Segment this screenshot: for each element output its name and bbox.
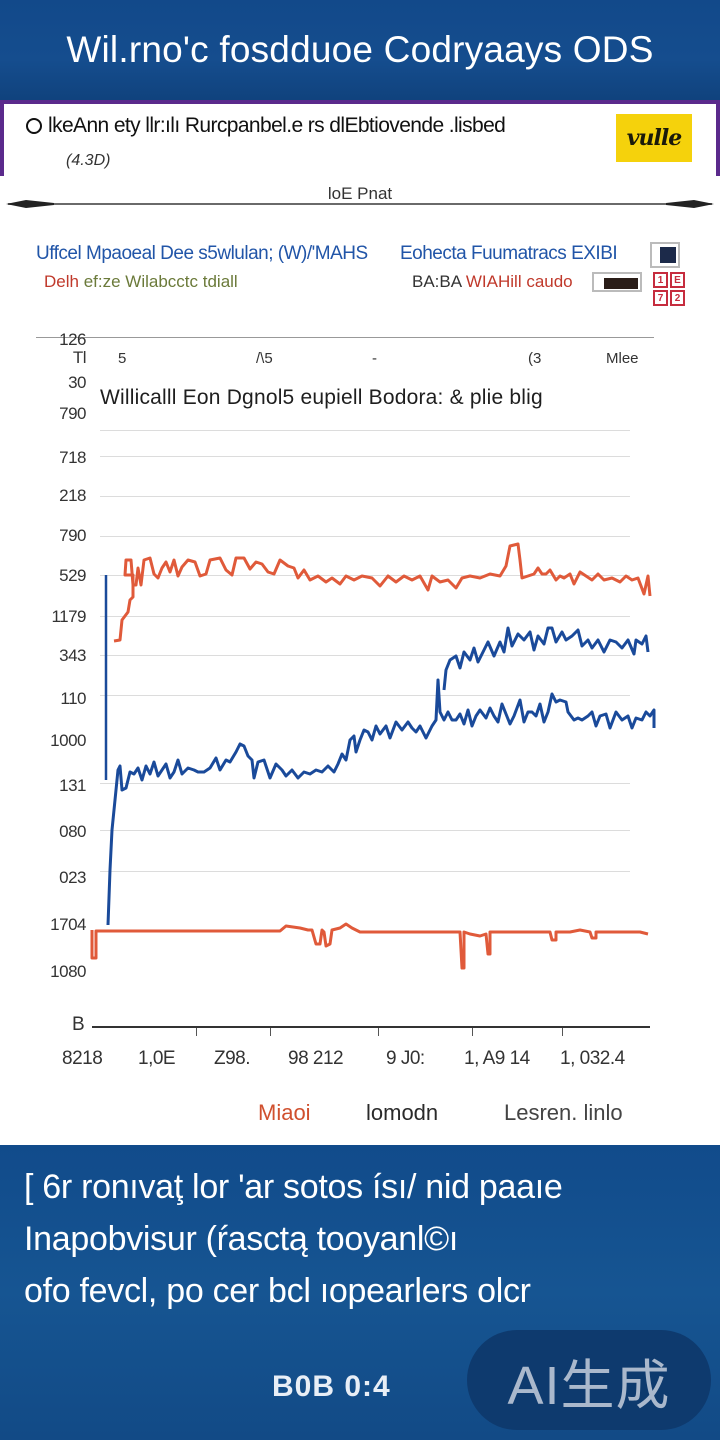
gridline (100, 430, 630, 431)
footer-code: B0B 0:4 (272, 1370, 391, 1403)
red-box: 1 (653, 272, 668, 288)
series-line-lomodn-upper (442, 626, 650, 691)
info-olive-label: ef:ze Wilabcctc tdiall (83, 272, 238, 291)
y-tick-label: 131 (59, 776, 86, 795)
red-box-grid: 1 E 7 2 (653, 272, 685, 306)
series-line-lomodn (106, 678, 656, 926)
y-tick-label: 718 (59, 448, 86, 467)
x-tick-label: Z98. (214, 1048, 251, 1069)
x-tick-label: 1,0E (138, 1048, 176, 1069)
y-tick-label: 126 (59, 330, 86, 349)
header-banner: Wil.rno'c fosdduoe Codryaays ODS (0, 0, 720, 100)
brand-logo: vulle (616, 114, 692, 162)
red-box: E (670, 272, 685, 288)
top-axis-label: (3 (528, 350, 542, 367)
footer-text-line: Inapobvisur (ŕasctą tooyanl©ı (24, 1220, 459, 1258)
gridline (100, 616, 630, 617)
info-red-label-right: WIAHill caudo (465, 272, 573, 291)
gridline (100, 871, 630, 872)
x-tick-label: 8218 (62, 1048, 103, 1069)
footer-text-line: [ 6r ronıvaţ lor 'ar sotos ísı/ nid paaı… (24, 1168, 563, 1206)
info-subheader-left: Delh ef:ze Wilabcctc tdiall (44, 272, 238, 292)
gridline (100, 456, 630, 457)
legend-item-lomodn[interactable]: lomodn (366, 1100, 439, 1125)
footer-text-line: ofo fevcl, po cer bcl ıopearlers olcr (24, 1272, 531, 1310)
y-tick-label: 218 (59, 486, 86, 505)
top-axis-label: - (372, 350, 377, 367)
info-subheader-right: BA:BA WIAHill caudo (412, 272, 573, 292)
y-tick-label: 529 (59, 566, 86, 585)
gridline (100, 830, 630, 831)
gridline (100, 783, 630, 784)
divider-label-text: loE Pnat (321, 184, 399, 203)
divider-line (8, 203, 712, 205)
chart-title: Willicalll Eon Dgnol5 eupiell Bodora: & … (100, 386, 543, 409)
x-tick-label: 1, A9 14 (464, 1048, 530, 1069)
divider-label: loE Pnat (0, 184, 720, 204)
x-axis-tick (562, 1028, 563, 1036)
page-title: Wil.rno'c fosdduoe Codryaays ODS (66, 29, 654, 70)
top-axis-label: Mlee (606, 350, 639, 367)
y-tick-label: 1080 (50, 962, 86, 981)
gridline (100, 536, 630, 537)
subtitle-line: lkeAnn ety llr:ılı Rurcpanbel.e rs dlEbt… (26, 114, 506, 138)
subtitle-sub-value: (4.3D) (66, 152, 111, 169)
gridline (100, 655, 630, 656)
top-axis-label: /\5 (256, 350, 273, 367)
device-screen-icon (592, 272, 642, 292)
x-tick-label: 98 212 (288, 1048, 344, 1069)
y-tick-label: 1000 (50, 731, 86, 750)
monitor-icon (650, 242, 680, 268)
y-tick-label: 110 (60, 689, 86, 708)
ai-generated-badge: AI生成 (467, 1330, 711, 1430)
red-box: 2 (670, 290, 685, 306)
info-dark-label: BA:BA (412, 272, 462, 291)
legend-item-miaoi[interactable]: Miaoi (258, 1100, 311, 1125)
y-tick-label: 790 (59, 526, 86, 545)
arrow-right-icon (666, 200, 714, 208)
info-header-left: Uffcel Mpaoeal Dee s5wlulan; (W)/'MAHS (36, 243, 368, 264)
x-tick-label: 1, 032.4 (560, 1048, 625, 1069)
info-red-label: Delh (44, 272, 79, 291)
y-tick-label: 080 (59, 822, 86, 841)
top-axis-line (36, 337, 654, 338)
arrow-left-icon (6, 200, 54, 208)
series-line-miaoi-upper (113, 542, 652, 643)
legend-item-lesren[interactable]: Lesren. linlo (504, 1100, 623, 1125)
x-axis-tick (196, 1028, 197, 1036)
y-tick-label: Tl (72, 348, 87, 367)
red-box: 7 (653, 290, 668, 306)
y-tick-label: B (72, 1014, 85, 1035)
radio-circle-icon[interactable] (26, 118, 42, 134)
gridline (100, 496, 630, 497)
series-line-lesren (90, 922, 649, 970)
y-tick-label: 343 (59, 646, 86, 665)
gridline (100, 695, 630, 696)
x-axis-line (92, 1026, 650, 1028)
info-header-right: Eohecta Fuumatracs EXIBI (400, 243, 618, 264)
subtitle-box: lkeAnn ety llr:ılı Rurcpanbel.e rs dlEbt… (0, 100, 720, 176)
x-axis-tick (472, 1028, 473, 1036)
y-tick-label: 023 (59, 868, 86, 887)
top-axis-label: 5 (118, 350, 127, 367)
x-axis-tick (270, 1028, 271, 1036)
x-tick-label: 9 J0: (386, 1048, 425, 1069)
subtitle-text: lkeAnn ety llr:ılı Rurcpanbel.e rs dlEbt… (48, 114, 506, 137)
y-tick-label: 1179 (51, 607, 86, 626)
y-tick-label: 1704 (50, 915, 86, 934)
y-tick-label: 30 (68, 373, 86, 392)
y-tick-label: 790 (59, 404, 86, 423)
x-axis-tick (378, 1028, 379, 1036)
